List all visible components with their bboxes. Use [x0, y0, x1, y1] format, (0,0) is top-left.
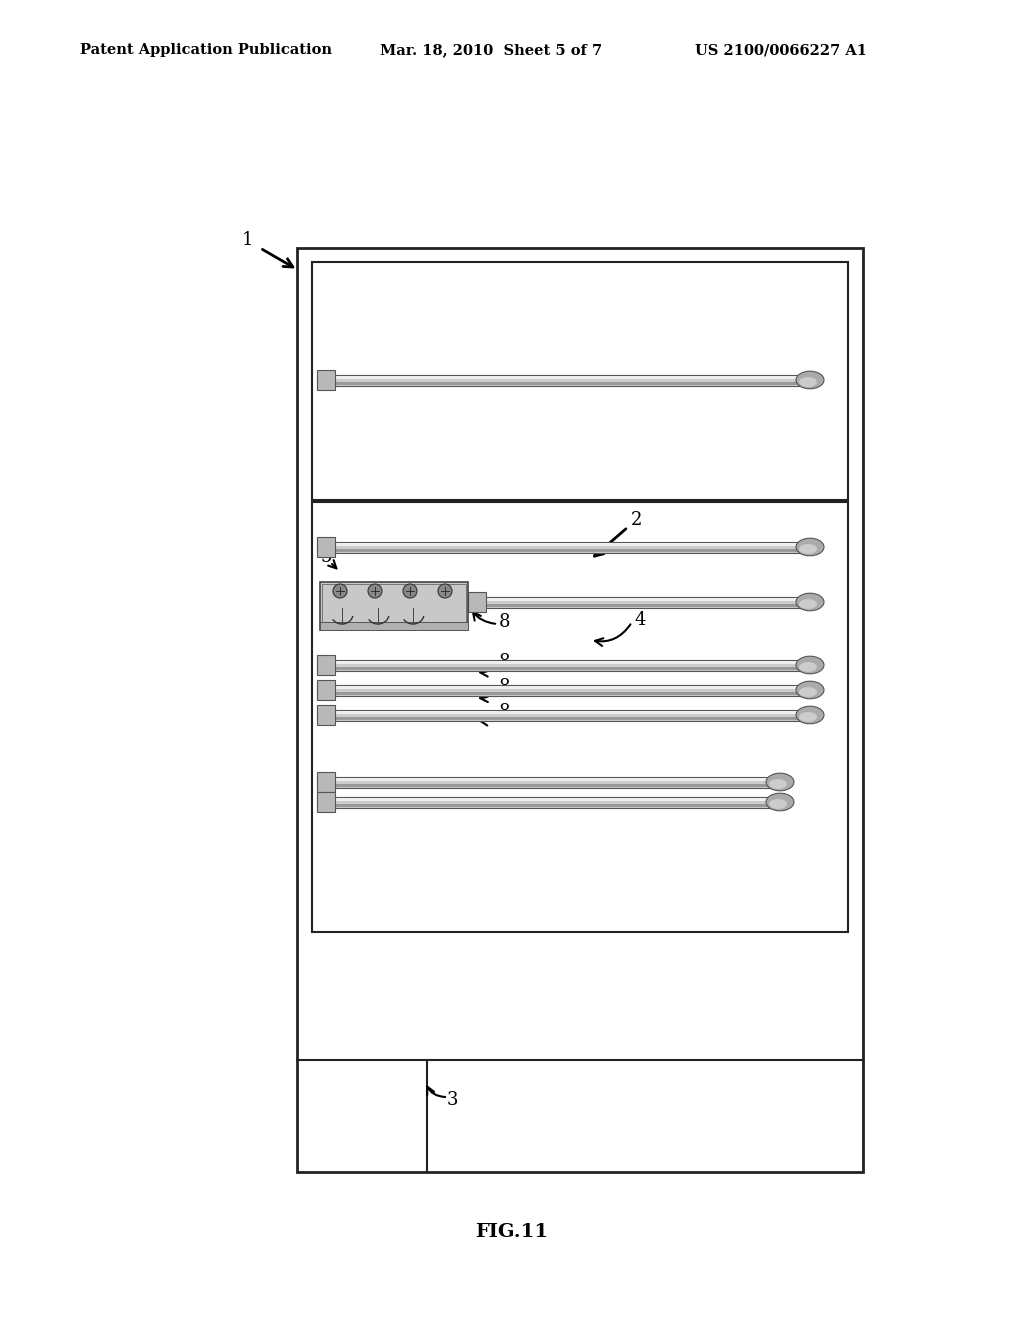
- Ellipse shape: [796, 539, 824, 556]
- Text: 8: 8: [499, 678, 510, 696]
- Bar: [319, 717, 804, 719]
- Text: 8: 8: [499, 653, 510, 671]
- Bar: [317, 705, 335, 725]
- Bar: [319, 668, 804, 669]
- Bar: [319, 779, 774, 781]
- Bar: [319, 582, 468, 630]
- Bar: [317, 685, 806, 696]
- Bar: [317, 370, 335, 389]
- Bar: [319, 376, 804, 379]
- Ellipse shape: [796, 706, 824, 723]
- Text: Mar. 18, 2010  Sheet 5 of 7: Mar. 18, 2010 Sheet 5 of 7: [380, 44, 602, 57]
- Bar: [319, 711, 804, 714]
- Bar: [297, 248, 863, 1172]
- Bar: [317, 655, 335, 675]
- Text: 10: 10: [335, 616, 357, 634]
- Ellipse shape: [769, 799, 787, 809]
- Text: US 2100/0066227 A1: US 2100/0066227 A1: [695, 44, 867, 57]
- Bar: [312, 502, 848, 932]
- Bar: [468, 597, 806, 607]
- Bar: [319, 543, 804, 546]
- Bar: [317, 776, 776, 788]
- Text: 5: 5: [321, 548, 332, 566]
- Bar: [322, 583, 466, 628]
- Ellipse shape: [799, 711, 817, 722]
- Text: 6: 6: [404, 616, 416, 634]
- Ellipse shape: [799, 686, 817, 697]
- Ellipse shape: [799, 544, 817, 554]
- Bar: [319, 661, 804, 664]
- Ellipse shape: [796, 593, 824, 611]
- Text: 1: 1: [243, 231, 254, 249]
- Ellipse shape: [769, 779, 787, 789]
- Ellipse shape: [796, 371, 824, 389]
- Bar: [317, 541, 806, 553]
- Bar: [319, 549, 804, 552]
- Bar: [317, 660, 806, 671]
- Bar: [319, 799, 774, 801]
- Text: FIG.11: FIG.11: [475, 1224, 549, 1241]
- Bar: [319, 784, 774, 787]
- Text: 8: 8: [499, 612, 510, 631]
- Text: 8: 8: [499, 704, 510, 721]
- Bar: [317, 537, 335, 557]
- Bar: [319, 383, 804, 384]
- Ellipse shape: [796, 656, 824, 673]
- Circle shape: [368, 583, 382, 598]
- Bar: [317, 772, 335, 792]
- Ellipse shape: [766, 793, 794, 810]
- Bar: [317, 710, 806, 721]
- Ellipse shape: [799, 378, 817, 387]
- Bar: [319, 622, 468, 630]
- Ellipse shape: [799, 663, 817, 672]
- Text: 4: 4: [634, 611, 646, 630]
- Bar: [319, 804, 774, 807]
- Bar: [319, 692, 804, 694]
- Bar: [312, 261, 848, 500]
- Bar: [317, 792, 335, 812]
- Text: 3: 3: [446, 1092, 458, 1109]
- Ellipse shape: [796, 681, 824, 698]
- Circle shape: [333, 583, 347, 598]
- Bar: [470, 598, 804, 601]
- Text: Patent Application Publication: Patent Application Publication: [80, 44, 332, 57]
- Bar: [317, 680, 335, 700]
- Text: 2: 2: [632, 511, 643, 529]
- Bar: [317, 796, 776, 808]
- Circle shape: [438, 583, 452, 598]
- Bar: [468, 593, 486, 612]
- Bar: [319, 686, 804, 689]
- Bar: [470, 605, 804, 606]
- Ellipse shape: [766, 774, 794, 791]
- Circle shape: [403, 583, 417, 598]
- Bar: [317, 375, 806, 385]
- Ellipse shape: [799, 599, 817, 609]
